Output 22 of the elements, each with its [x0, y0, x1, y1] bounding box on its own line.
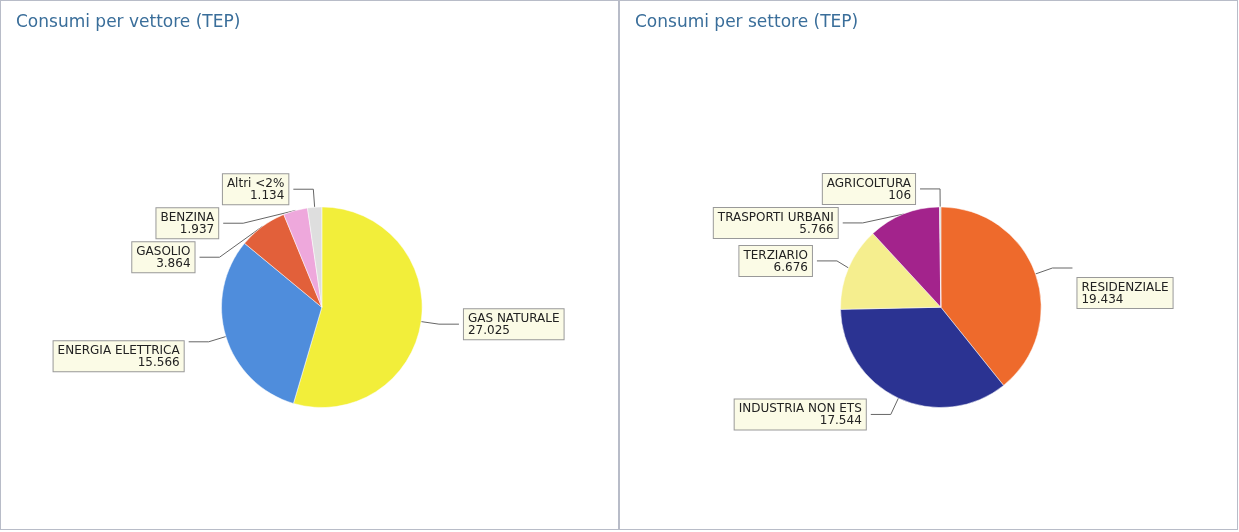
chart-title: Consumi per vettore (TEP): [16, 10, 241, 31]
slice-label: ENERGIA ELETTRICA: [57, 343, 181, 358]
slice-label: TRASPORTI URBANI: [716, 209, 834, 224]
data-label: 19.434: [1081, 291, 1124, 306]
data-label: 17.544: [819, 413, 862, 428]
data-label: 15.566: [137, 355, 180, 370]
slice-label: GAS NATURALE: [467, 311, 560, 326]
slice-label: TERZIARIO: [742, 247, 808, 262]
data-label: 1.134: [249, 188, 285, 203]
slice-label: GASOLIO: [136, 244, 191, 259]
data-label: 6.676: [773, 259, 808, 274]
slice-label: INDUSTRIA NON ETS: [738, 401, 862, 416]
slice-label: BENZINA: [160, 210, 215, 225]
slice-label: AGRICOLTURA: [826, 175, 912, 190]
data-label: 3.864: [156, 256, 191, 271]
data-label: 106: [888, 187, 912, 202]
data-label: 1.937: [179, 222, 215, 237]
chart-title: Consumi per settore (TEP): [635, 10, 859, 31]
data-label: 27.025: [467, 323, 510, 338]
slice-label: Altri <2%: [226, 176, 285, 191]
data-label: 5.766: [799, 221, 834, 236]
slice-label: RESIDENZIALE: [1081, 279, 1169, 294]
